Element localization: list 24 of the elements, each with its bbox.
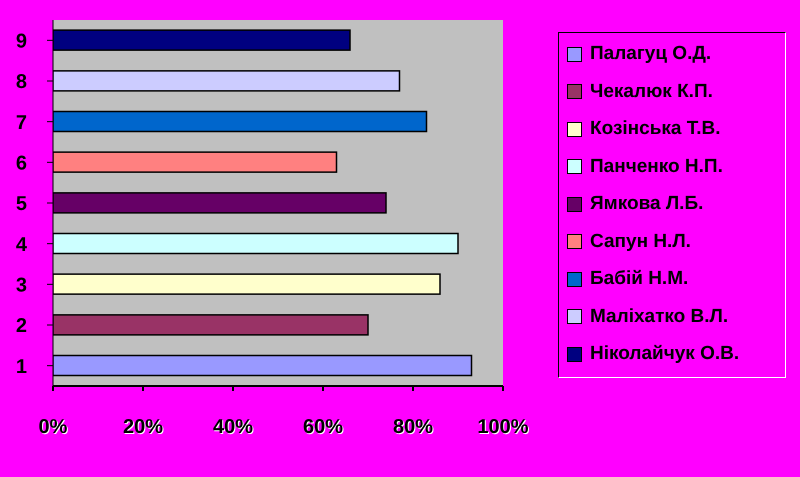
legend-label: Сапун Н.Л. — [590, 230, 691, 252]
legend-label: Панченко Н.П. — [590, 156, 723, 178]
legend-label: Козінська Т.В. — [590, 118, 720, 140]
y-tick-label: 3 — [16, 274, 27, 296]
y-tick-label: 7 — [16, 112, 27, 134]
y-tick-label: 8 — [16, 71, 27, 94]
x-tick-label: 60% — [302, 416, 344, 438]
legend-label: Ніколайчук О.В. — [590, 343, 740, 365]
x-tick-label: 40% — [212, 416, 254, 438]
legend-label: Бабій Н.М. — [590, 268, 688, 290]
legend-label: Ямкова Л.Б. — [590, 193, 704, 215]
legend-label: Чекалюк К.П. — [590, 80, 713, 102]
y-tick-label: 9 — [16, 30, 27, 52]
y-tick-label: 2 — [16, 315, 27, 338]
x-tick-label: 20% — [122, 416, 164, 438]
x-tick-label: 100% — [477, 416, 529, 438]
y-tick-label: 1 — [16, 356, 27, 378]
y-tick-label: 5 — [16, 193, 27, 216]
x-tick-label: 0% — [38, 416, 68, 438]
y-tick-label: 6 — [16, 152, 27, 174]
legend-label: Маліхатко В.Л. — [590, 306, 728, 328]
x-tick-label: 80% — [392, 416, 434, 438]
y-tick-label: 4 — [16, 234, 28, 256]
legend-label: Палагуц О.Д. — [590, 43, 712, 65]
